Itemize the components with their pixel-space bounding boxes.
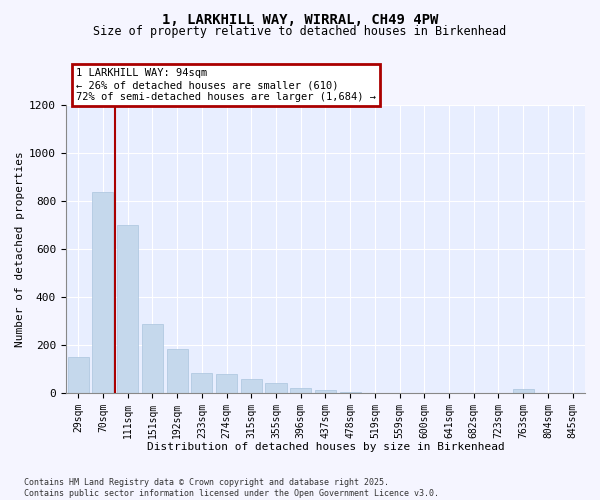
Bar [265,382,287,394]
Text: 1 LARKHILL WAY: 94sqm
← 26% of detached houses are smaller (610)
72% of semi-det: 1 LARKHILL WAY: 94sqm ← 26% of detached … [76,68,376,102]
Y-axis label: Number of detached properties: Number of detached properties [15,151,25,347]
Bar [512,389,534,394]
X-axis label: Distribution of detached houses by size in Birkenhead: Distribution of detached houses by size … [146,442,505,452]
Bar [68,358,89,394]
Bar [191,373,212,394]
Text: Contains HM Land Registry data © Crown copyright and database right 2025.
Contai: Contains HM Land Registry data © Crown c… [24,478,439,498]
Bar [117,225,138,394]
Bar [167,349,188,394]
Bar [241,379,262,394]
Bar [142,324,163,394]
Bar [92,192,113,394]
Bar [315,390,336,394]
Bar [216,374,237,394]
Bar [290,388,311,394]
Text: 1, LARKHILL WAY, WIRRAL, CH49 4PW: 1, LARKHILL WAY, WIRRAL, CH49 4PW [162,12,438,26]
Text: Size of property relative to detached houses in Birkenhead: Size of property relative to detached ho… [94,25,506,38]
Bar [340,392,361,394]
